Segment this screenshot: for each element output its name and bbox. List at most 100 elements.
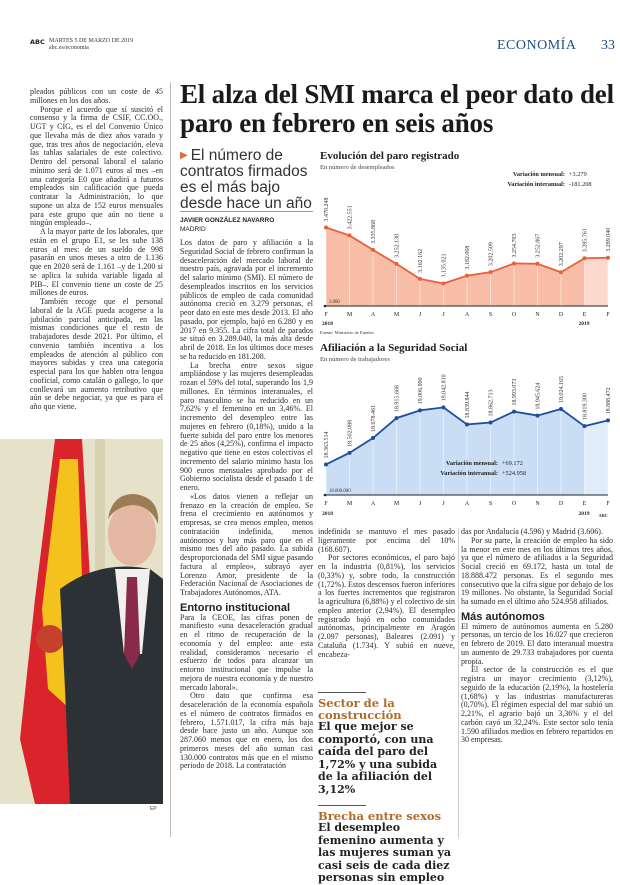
chart-note-label: Variación interanual: — [440, 470, 498, 477]
chart-data-label: 3.135.021 — [442, 253, 448, 277]
chart-point — [418, 276, 422, 281]
chart-data-label: 18.502.088 — [348, 420, 354, 447]
chart-area-2019 — [584, 420, 608, 495]
chart-month-label: S — [489, 501, 492, 507]
author-name: JAVIER GONZÁLEZ NAVARRO — [180, 217, 275, 224]
chart-month-label: A — [371, 501, 376, 507]
chart-note-value: +3.279 — [569, 171, 587, 178]
chart-month-label: A — [465, 312, 470, 318]
chart-month-label: M — [347, 501, 353, 507]
news-photo — [0, 439, 163, 804]
chart-point — [324, 462, 328, 467]
paragraph: Otro dato que confirma esa desaceleració… — [180, 691, 313, 771]
paragraph: También recoge que el personal laboral d… — [30, 297, 163, 411]
chart-data-label: 19.024.165 — [559, 376, 565, 403]
chart-month-label: N — [535, 501, 540, 507]
chart-point — [465, 273, 469, 278]
header-date: MARTES 5 DE MARZO DE 2019 — [49, 38, 134, 44]
chart-data-label: 3.285.761 — [583, 228, 589, 252]
chart-data-label: 3.289.040 — [606, 228, 612, 252]
header-dateline: MARTES 5 DE MARZO DE 2019 abc.es/economi… — [49, 38, 133, 52]
article-subtitle: ▶ El número de contratos firmados es el m… — [180, 148, 315, 212]
chart-point — [347, 233, 352, 238]
chart-data-label: 3.422.551 — [348, 205, 354, 229]
chart-note-label: Variación interanual: — [507, 181, 565, 188]
paragraph: pleados públicos con un coste de 45 mill… — [30, 87, 163, 105]
byline: JAVIER GONZÁLEZ NAVARRO MADRID — [180, 216, 274, 234]
chart-baseline-label: 3.000 — [329, 300, 340, 305]
divider — [318, 805, 366, 806]
chart-point — [371, 247, 375, 252]
chart-baseline-label: 18.000.000 — [329, 489, 351, 494]
brand-logo: ABC — [30, 38, 45, 46]
highlight-text: El que mejor se comportó, con una caída … — [318, 720, 438, 796]
chart-data-label: 19.006.990 — [418, 377, 424, 404]
chart-data-label: 18.678.461 — [371, 405, 377, 432]
paragraph: Para la CEOE, las cifras ponen de manifi… — [180, 612, 313, 692]
chart-month-label: A — [371, 312, 376, 318]
chart-point — [324, 225, 328, 230]
chart-month-label: N — [535, 312, 540, 318]
article-column-4: das por Andalucía (4.596) y Madrid (3.60… — [461, 527, 613, 745]
chart-month-label: J — [419, 312, 422, 318]
header-url[interactable]: abc.es/economia — [49, 45, 89, 51]
paragraph: El número de autónomos aumenta en 5.280 … — [461, 621, 613, 666]
chart-month-label: D — [559, 501, 564, 507]
highlight-kicker: Sector de la construcción — [318, 696, 402, 722]
chart-month-label: A — [465, 501, 470, 507]
chart-note-value: +524.958 — [502, 470, 526, 477]
chart-source: Fuente: Ministerio de Empleo — [320, 330, 375, 334]
chart-month-label: D — [559, 312, 564, 318]
paragraph: Por su parte, la creación de empleo ha s… — [461, 535, 613, 606]
chart-credit: ABC — [598, 513, 608, 518]
chart-data-label: 3.470.248 — [324, 197, 330, 221]
highlights: Sector de la construcción El que mejor s… — [318, 692, 455, 885]
triangle-bullet-icon: ▶ — [180, 150, 188, 161]
chart-data-label: 3.252.867 — [536, 234, 542, 258]
chart-data-label: 18.945.624 — [536, 383, 542, 410]
divider — [318, 692, 366, 693]
photo-credit: EP — [150, 806, 157, 812]
chart-point — [559, 270, 563, 275]
highlight-text: El desempleo femenino aumenta y las muje… — [318, 821, 452, 884]
chart-point — [512, 409, 516, 414]
chart-point — [512, 261, 516, 266]
chart-month-label: O — [512, 312, 517, 318]
chart-month-label: J — [442, 501, 445, 507]
chart-month-label: M — [394, 501, 400, 507]
chart-title: Evolución del paro registrado — [320, 150, 460, 162]
chart-month-label: F — [324, 501, 328, 507]
chart-month-label: E — [583, 312, 587, 318]
article-title: El alza del SMI marca el peor dato del p… — [180, 79, 614, 138]
chart-year-label: 2019 — [579, 511, 590, 517]
chart-month-label: J — [419, 501, 422, 507]
chart-month-label: O — [512, 501, 517, 507]
chart-data-label: 3.202.509 — [489, 242, 495, 266]
subtitle-text: El número de contratos firmados es el má… — [180, 147, 312, 212]
chart-point — [347, 450, 352, 455]
left-column-text: pleados públicos con un coste de 45 mill… — [30, 87, 163, 412]
section-name: ECONOMÍA — [497, 38, 577, 53]
chart-month-label: F — [606, 501, 610, 507]
chart-month-label: M — [347, 312, 353, 318]
chart-data-label: 3.252.130 — [395, 234, 401, 258]
chart-data-label: 3.162.162 — [418, 249, 424, 273]
paragraph: indefinida se mantuvo el mes pasado lige… — [318, 527, 455, 554]
paragraph: Los datos de paro y afiliación a la Segu… — [180, 238, 313, 361]
chart-afiliacion: Afiliación a la Seguridad Social En númer… — [320, 342, 612, 518]
photo-illustration — [0, 439, 163, 804]
chart-point — [488, 270, 493, 275]
article-column-3: indefinida se mantuvo el mes pasado lige… — [318, 527, 455, 659]
chart-point — [465, 422, 469, 427]
section-heading: Entorno institucional — [180, 601, 290, 614]
page-number: 33 — [601, 38, 615, 53]
chart-point — [606, 418, 610, 423]
chart-month-label: E — [583, 501, 587, 507]
section-heading: Más autónomos — [461, 610, 545, 623]
chart-note-value: -181.208 — [569, 181, 592, 188]
chart-subtitle: En número de trabajadores — [320, 356, 390, 363]
paragraph: das por Andalucía (4.596) y Madrid (3.60… — [461, 527, 603, 536]
chart-month-label: F — [324, 312, 328, 318]
chart-month-label: F — [606, 312, 610, 318]
divider — [180, 211, 313, 212]
